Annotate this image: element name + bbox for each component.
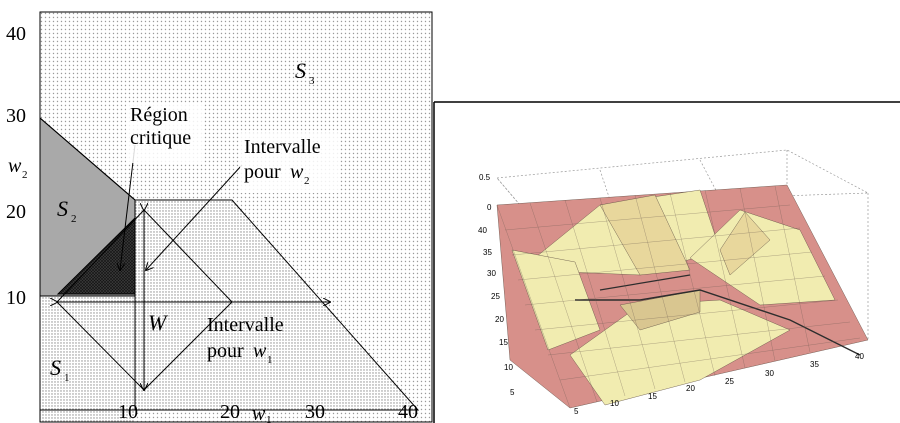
left-tick-20: 20 — [495, 315, 504, 324]
y-tick-10: 10 — [6, 287, 26, 309]
svg-text:1: 1 — [266, 414, 272, 423]
bottom-tick-15: 15 — [648, 392, 657, 401]
bottom-tick-35: 35 — [810, 360, 819, 369]
surface-mesh — [496, 185, 861, 409]
svg-text:S: S — [57, 196, 68, 221]
interval-w2-label: Intervalle pour w 2 — [240, 133, 340, 193]
svg-text:S: S — [295, 58, 306, 83]
z-tick-0.5: 0.5 — [479, 173, 491, 182]
svg-text:2: 2 — [71, 213, 77, 225]
boundary-s2-diagonal — [39, 117, 136, 201]
x-tick-20: 20 — [220, 401, 240, 423]
bottom-tick-30: 30 — [765, 369, 774, 378]
x-axis-label: w 1 — [252, 403, 272, 423]
pointer-critique — [120, 144, 136, 270]
left-tick-40: 40 — [478, 226, 487, 235]
svg-text:Intervalle: Intervalle — [244, 136, 321, 158]
left-tick-30: 30 — [487, 269, 496, 278]
svg-text:Région: Région — [130, 104, 188, 126]
svg-text:1: 1 — [64, 372, 70, 384]
left-frame — [39, 11, 433, 423]
region-s1 — [40, 296, 135, 422]
surface — [496, 184, 869, 409]
region-label-s3: S 3 — [295, 58, 315, 87]
y-tick-40: 40 — [6, 23, 26, 45]
z-tick-0: 0 — [487, 203, 492, 212]
region-label-s1: S 1 — [50, 355, 70, 384]
y-axis-label: w 2 — [8, 155, 28, 181]
left-tick-15: 15 — [499, 338, 508, 347]
svg-text:w: w — [253, 340, 267, 362]
svg-text:w: w — [8, 155, 22, 177]
x-tick-30: 30 — [305, 401, 325, 423]
critical-region — [56, 216, 136, 295]
svg-text:1: 1 — [267, 354, 273, 366]
left-tick-35: 35 — [483, 248, 492, 257]
svg-text:pour: pour — [207, 340, 244, 362]
left-diagram: 40 30 20 10 w 2 10 20 30 40 w 1 S 3 S 2 … — [6, 11, 433, 423]
left-tick-10: 10 — [504, 363, 513, 372]
bottom-tick-5: 5 — [574, 407, 579, 416]
svg-text:w: w — [252, 403, 266, 423]
svg-text:S: S — [50, 355, 61, 380]
svg-text:critique: critique — [130, 127, 191, 149]
right-plot: 0.5 0 40 35 30 25 20 15 10 5 5 10 15 20 … — [433, 101, 900, 423]
left-tick-25: 25 — [491, 292, 500, 301]
y-tick-30: 30 — [6, 105, 26, 127]
box-gridlines — [496, 149, 870, 340]
x-tick-10: 10 — [118, 401, 138, 423]
x-tick-40: 40 — [398, 401, 418, 423]
bottom-tick-10: 10 — [610, 399, 619, 408]
bottom-tick-20: 20 — [686, 384, 695, 393]
svg-text:Intervalle: Intervalle — [207, 314, 284, 336]
pointer-intervalle-w2 — [146, 164, 243, 270]
svg-text:2: 2 — [304, 175, 310, 187]
svg-text:2: 2 — [22, 169, 28, 181]
critical-region-label: Région critique — [126, 103, 204, 163]
left-tick-5: 5 — [510, 388, 515, 397]
w-label: W — [148, 310, 168, 335]
region-label-s2: S 2 — [57, 196, 77, 225]
svg-text:pour: pour — [244, 161, 281, 183]
interval-w1-label: Intervalle pour w 1 — [207, 314, 284, 366]
bottom-tick-25: 25 — [725, 377, 734, 386]
svg-text:3: 3 — [309, 75, 315, 87]
svg-text:w: w — [290, 161, 304, 183]
bottom-tick-40: 40 — [855, 352, 864, 361]
y-tick-20: 20 — [6, 201, 26, 223]
